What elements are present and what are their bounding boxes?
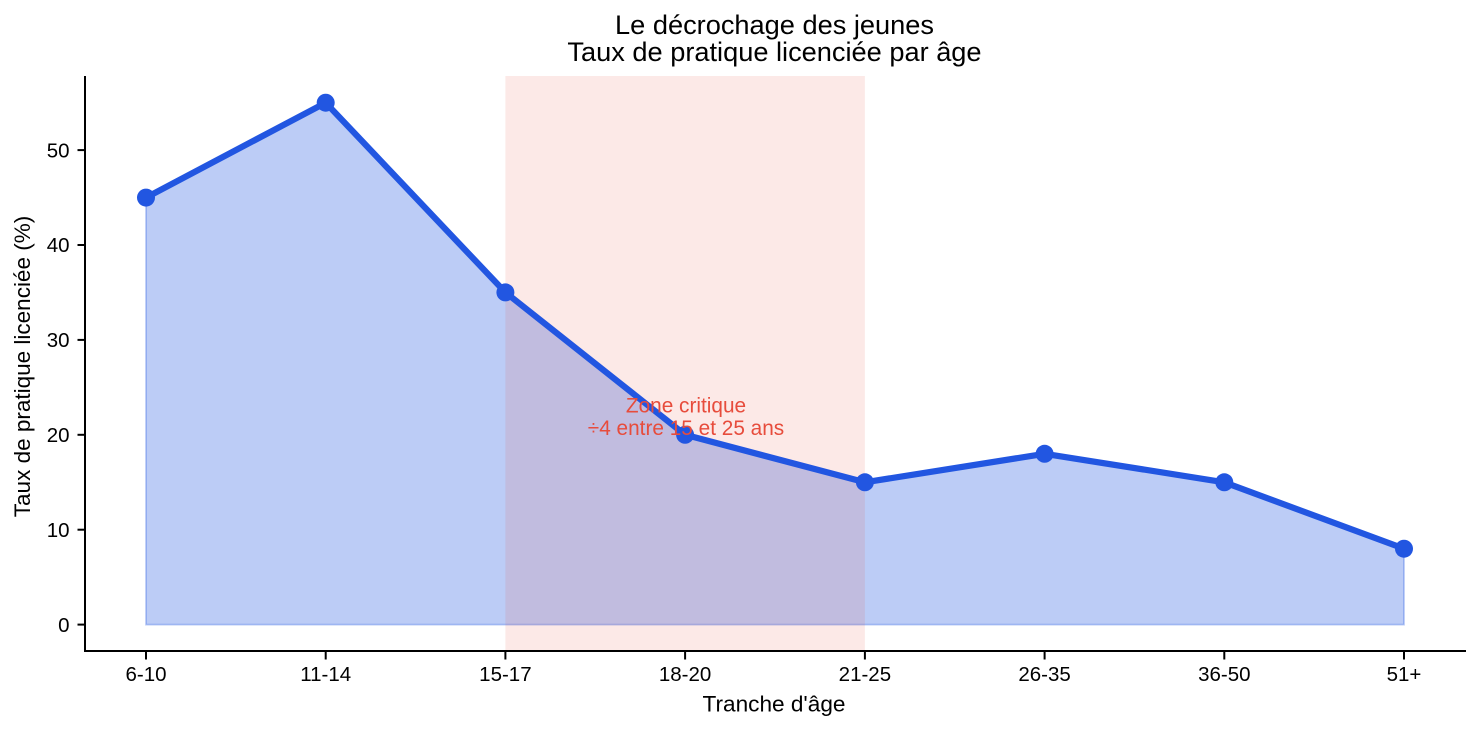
svg-text:÷4 entre 15 et 25 ans: ÷4 entre 15 et 25 ans (588, 417, 784, 440)
svg-text:6-10: 6-10 (125, 663, 166, 686)
svg-text:10: 10 (47, 519, 70, 542)
svg-text:Le décrochage des jeunes: Le décrochage des jeunes (615, 9, 934, 40)
svg-text:18-20: 18-20 (659, 663, 711, 686)
svg-text:50: 50 (47, 139, 70, 162)
svg-text:21-25: 21-25 (839, 663, 891, 686)
svg-text:30: 30 (47, 329, 70, 352)
svg-text:Taux de pratique licenciée par: Taux de pratique licenciée par âge (567, 36, 981, 67)
svg-text:40: 40 (47, 234, 70, 257)
svg-text:11-14: 11-14 (300, 663, 351, 686)
svg-text:51+: 51+ (1387, 663, 1422, 686)
svg-text:0: 0 (58, 614, 69, 637)
svg-text:15-17: 15-17 (479, 663, 531, 686)
svg-text:Taux de pratique licenciée (%): Taux de pratique licenciée (%) (10, 216, 35, 517)
svg-text:20: 20 (47, 424, 70, 447)
svg-text:Zone critique: Zone critique (626, 395, 746, 418)
svg-text:Tranche d'âge: Tranche d'âge (703, 691, 846, 716)
svg-text:36-50: 36-50 (1198, 663, 1250, 686)
svg-text:26-35: 26-35 (1018, 663, 1070, 686)
